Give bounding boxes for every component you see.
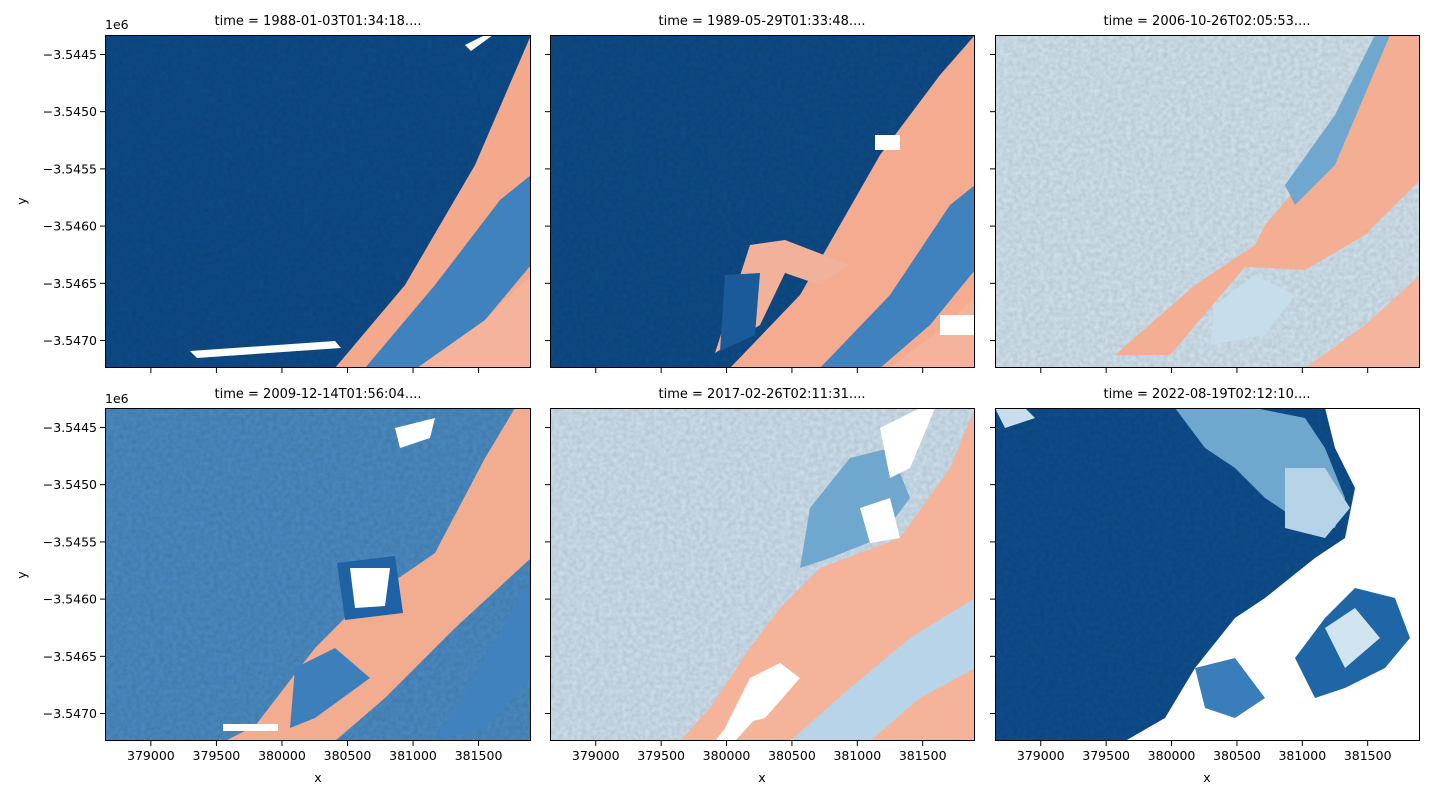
x-tick-label: 381000 bbox=[1278, 748, 1326, 763]
y-tick-label: −3.5470 bbox=[43, 333, 97, 348]
yaxis-4: −3.5445 −3.5450 −3.5455 −3.5460 −3.5465 −3.54… bbox=[43, 420, 105, 721]
y-axis-label: y bbox=[14, 571, 29, 579]
x-axis-label: x bbox=[758, 770, 765, 785]
x-tick-label: 380000 bbox=[1148, 748, 1196, 763]
y-tick-label: −3.5455 bbox=[43, 534, 97, 549]
y-tick-label: −3.5465 bbox=[43, 649, 97, 664]
xaxis-6: 379000 379500 380000 380500 381000 381500 bbox=[1017, 741, 1392, 763]
panel-title: time = 1989-05-29T01:33:48.... bbox=[659, 14, 866, 29]
x-tick-label: 381500 bbox=[455, 748, 503, 763]
x-tick-label: 380500 bbox=[768, 748, 816, 763]
x-tick-label: 379000 bbox=[127, 748, 175, 763]
panel-2: time = 1989-05-29T01:33:48.... bbox=[545, 14, 975, 373]
xaxis-4: 379000 379500 380000 380500 381000 381500 bbox=[127, 741, 502, 763]
panel-5: time = 2017-02-26T02:11:31.... 379000 379… bbox=[545, 387, 975, 785]
x-tick-label: 379000 bbox=[572, 748, 620, 763]
xaxis-3 bbox=[1040, 368, 1369, 373]
x-tick-label: 381500 bbox=[899, 748, 947, 763]
x-tick-label: 380000 bbox=[703, 748, 751, 763]
map-image-3 bbox=[995, 35, 1420, 368]
panel-4: time = 2009-12-14T01:56:04.... 379000 379… bbox=[14, 387, 531, 785]
y-tick-label: −3.5470 bbox=[43, 706, 97, 721]
y-offset-label: 1e6 bbox=[105, 391, 129, 406]
yaxis-6 bbox=[990, 426, 995, 715]
panel-title: time = 2022-08-19T02:12:10.... bbox=[1104, 387, 1311, 402]
x-tick-label: 381000 bbox=[833, 748, 881, 763]
panel-6: time = 2022-08-19T02:12:10.... 379000 379… bbox=[990, 387, 1420, 785]
y-tick-label: −3.5445 bbox=[43, 47, 97, 62]
x-tick-label: 381500 bbox=[1344, 748, 1392, 763]
y-tick-label: −3.5445 bbox=[43, 420, 97, 435]
yaxis-1: −3.5445 −3.5450 −3.5455 −3.5460 −3.5465 −3.54… bbox=[43, 47, 105, 348]
panel-title: time = 2017-02-26T02:11:31.... bbox=[659, 387, 866, 402]
map-image-2 bbox=[550, 35, 975, 368]
panel-title: time = 2006-10-26T02:05:53.... bbox=[1104, 14, 1311, 29]
map-image-6 bbox=[995, 408, 1420, 741]
x-tick-label: 380500 bbox=[324, 748, 372, 763]
xaxis-1 bbox=[150, 368, 480, 373]
x-axis-label: x bbox=[1203, 770, 1210, 785]
map-image-5 bbox=[550, 408, 975, 741]
x-tick-label: 379000 bbox=[1017, 748, 1065, 763]
panel-1: time = 1988-01-03T01:34:18.... −3.5445−3… bbox=[14, 14, 531, 373]
panel-3: time = 2006-10-26T02:05:53.... bbox=[990, 14, 1420, 373]
x-tick-label: 379500 bbox=[193, 748, 241, 763]
x-tick-label: 380500 bbox=[1213, 748, 1261, 763]
y-tick-label: −3.5450 bbox=[43, 477, 97, 492]
y-tick-label: −3.5465 bbox=[43, 276, 97, 291]
y-axis-label: y bbox=[14, 197, 29, 205]
y-tick-label: −3.5460 bbox=[43, 219, 97, 234]
y-tick-label: −3.5460 bbox=[43, 592, 97, 607]
y-tick-label: −3.5455 bbox=[43, 161, 97, 176]
y-offset-label: 1e6 bbox=[105, 17, 129, 32]
y-tick-label: −3.5450 bbox=[43, 104, 97, 119]
yaxis-5 bbox=[545, 426, 550, 715]
map-image-1 bbox=[105, 35, 531, 368]
x-tick-label: 379500 bbox=[1082, 748, 1130, 763]
panel-title: time = 1988-01-03T01:34:18.... bbox=[215, 14, 422, 29]
x-tick-label: 381000 bbox=[389, 748, 437, 763]
panel-title: time = 2009-12-14T01:56:04.... bbox=[215, 387, 422, 402]
x-tick-label: 379500 bbox=[637, 748, 685, 763]
xaxis-2 bbox=[595, 368, 924, 373]
xaxis-5: 379000 379500 380000 380500 381000 381500 bbox=[572, 741, 947, 763]
x-tick-label: 380000 bbox=[258, 748, 306, 763]
yaxis-2 bbox=[545, 53, 550, 342]
map-image-4 bbox=[105, 408, 531, 741]
x-axis-label: x bbox=[314, 770, 321, 785]
yaxis-3 bbox=[990, 53, 995, 342]
